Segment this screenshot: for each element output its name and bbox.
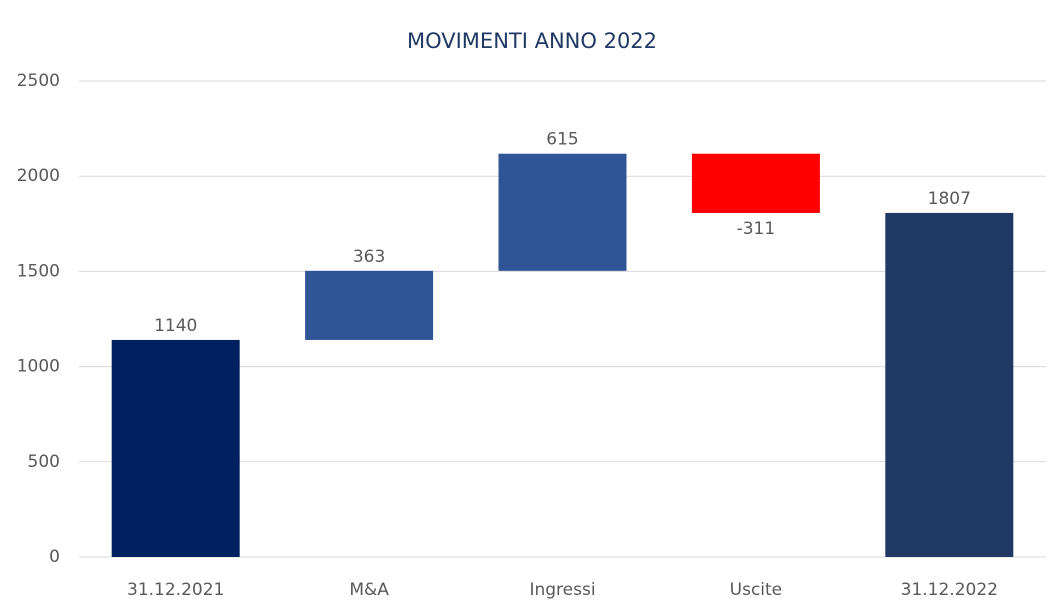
y-tick-label: 1500 xyxy=(17,261,60,281)
x-tick-label: Uscite xyxy=(730,580,783,600)
bar xyxy=(885,212,1014,557)
bar xyxy=(111,339,240,557)
y-tick-label: 1000 xyxy=(17,357,60,377)
value-label: 363 xyxy=(353,247,385,267)
x-tick-label: 31.12.2022 xyxy=(901,580,998,600)
y-tick-label: 500 xyxy=(28,452,60,472)
bar xyxy=(498,153,627,271)
y-tick-label: 2500 xyxy=(17,71,60,91)
bar xyxy=(691,153,820,213)
y-tick-label: 2000 xyxy=(17,166,60,186)
x-tick-label: M&A xyxy=(349,580,389,600)
value-label: 615 xyxy=(546,130,578,150)
x-tick-label: 31.12.2021 xyxy=(127,580,224,600)
chart-title: MOVIMENTI ANNO 2022 xyxy=(407,29,657,53)
value-label: 1140 xyxy=(154,316,197,336)
bar xyxy=(305,270,434,340)
x-tick-label: Ingressi xyxy=(529,580,595,600)
value-label: -311 xyxy=(737,219,776,239)
y-tick-label: 0 xyxy=(49,547,60,567)
value-label: 1807 xyxy=(928,189,971,209)
